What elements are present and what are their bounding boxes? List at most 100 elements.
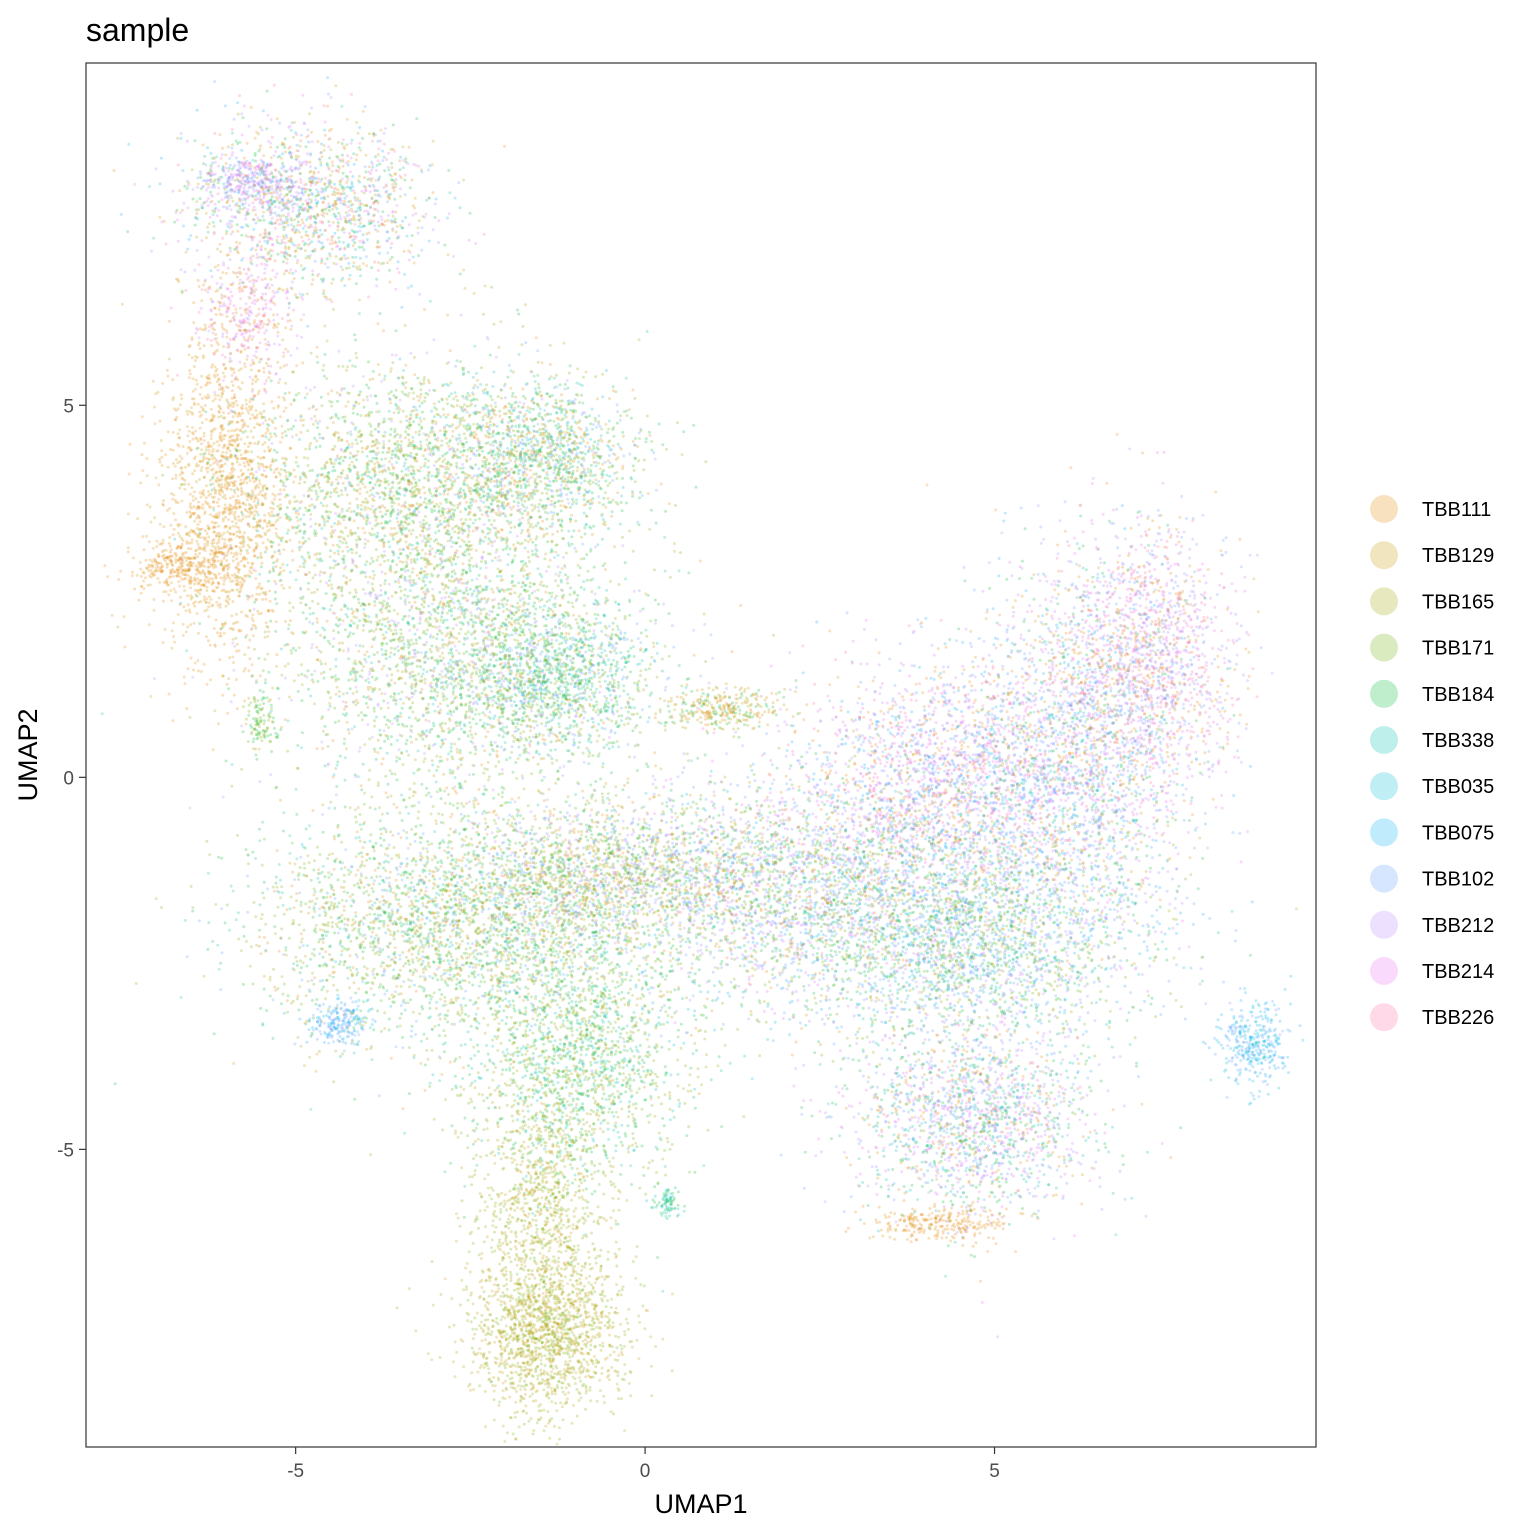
point-TBB129	[379, 129, 382, 132]
point-TBB184	[192, 198, 195, 201]
point-TBB226	[354, 223, 357, 226]
point-TBB165	[290, 175, 293, 178]
point-TBB102	[328, 182, 331, 185]
point-TBB184	[343, 192, 346, 195]
point-TBB102	[320, 151, 323, 154]
point-TBB111	[302, 221, 305, 224]
point-TBB102	[386, 251, 389, 254]
point-TBB111	[300, 236, 303, 239]
point-TBB111	[301, 218, 304, 221]
point-TBB075	[348, 186, 351, 189]
point-TBB102	[381, 159, 384, 162]
point-TBB102	[183, 271, 186, 274]
point-TBB184	[257, 150, 260, 153]
point-TBB129	[313, 172, 316, 175]
point-TBB226	[297, 214, 300, 217]
point-TBB226	[198, 263, 201, 266]
point-TBB214	[437, 219, 440, 222]
point-TBB165	[337, 141, 340, 144]
point-TBB129	[284, 247, 287, 250]
point-TBB184	[217, 200, 220, 203]
point-TBB165	[282, 289, 285, 292]
point-TBB184	[401, 227, 404, 230]
point-TBB111	[330, 239, 333, 242]
point-TBB214	[271, 217, 274, 220]
point-TBB075	[333, 183, 336, 186]
point-TBB214	[408, 223, 411, 226]
point-TBB165	[272, 175, 275, 178]
point-TBB212	[256, 253, 259, 256]
point-TBB338	[278, 154, 281, 157]
point-TBB111	[348, 278, 351, 281]
point-TBB214	[289, 268, 292, 271]
point-TBB102	[364, 105, 367, 108]
point-TBB075	[181, 169, 184, 172]
point-TBB111	[384, 220, 387, 223]
point-TBB226	[306, 188, 309, 191]
point-TBB165	[310, 199, 313, 202]
point-TBB214	[377, 159, 380, 162]
point-TBB212	[294, 270, 297, 273]
point-TBB226	[300, 181, 303, 184]
point-TBB111	[331, 242, 334, 245]
point-TBB165	[235, 311, 238, 314]
point-TBB226	[404, 174, 407, 177]
point-TBB129	[205, 236, 208, 239]
point-TBB212	[373, 224, 376, 227]
point-TBB226	[165, 242, 168, 245]
point-TBB102	[427, 168, 430, 171]
point-TBB184	[301, 203, 304, 206]
point-TBB075	[286, 218, 289, 221]
point-TBB111	[224, 153, 227, 156]
point-TBB214	[307, 238, 310, 241]
point-TBB184	[351, 256, 354, 259]
point-TBB184	[383, 169, 386, 172]
point-TBB338	[302, 293, 305, 296]
point-TBB129	[257, 219, 260, 222]
point-TBB184	[293, 225, 296, 228]
point-TBB212	[327, 145, 330, 148]
point-TBB226	[377, 269, 380, 272]
point-TBB102	[340, 265, 343, 268]
point-TBB212	[270, 118, 273, 121]
scatter-points	[101, 76, 1305, 1445]
point-TBB111	[296, 224, 299, 227]
point-TBB214	[391, 211, 394, 214]
point-TBB075	[320, 143, 323, 146]
point-TBB111	[355, 153, 358, 156]
point-TBB212	[377, 210, 380, 213]
point-TBB184	[238, 205, 241, 208]
point-TBB212	[396, 204, 399, 207]
point-TBB165	[335, 241, 338, 244]
point-TBB111	[329, 255, 332, 258]
point-TBB165	[392, 215, 395, 218]
point-TBB212	[210, 193, 213, 196]
point-TBB338	[152, 237, 155, 240]
point-TBB184	[270, 222, 273, 225]
point-TBB184	[194, 224, 197, 227]
point-TBB111	[393, 189, 396, 192]
point-TBB226	[213, 132, 216, 135]
point-TBB075	[428, 164, 431, 167]
point-TBB226	[238, 94, 241, 97]
point-TBB338	[359, 274, 362, 277]
point-TBB338	[206, 146, 209, 149]
point-TBB102	[290, 223, 293, 226]
point-TBB184	[211, 157, 214, 160]
point-TBB111	[263, 232, 266, 235]
point-TBB129	[225, 232, 228, 235]
point-TBB129	[312, 278, 315, 281]
point-TBB165	[227, 145, 230, 148]
point-TBB212	[399, 187, 402, 190]
point-TBB184	[305, 145, 308, 148]
point-TBB212	[186, 140, 189, 143]
point-TBB165	[309, 170, 312, 173]
point-TBB075	[321, 242, 324, 245]
point-TBB338	[321, 233, 324, 236]
point-TBB165	[319, 161, 322, 164]
point-TBB212	[437, 241, 440, 244]
point-TBB226	[271, 136, 274, 139]
point-TBB212	[196, 186, 199, 189]
point-TBB226	[319, 220, 322, 223]
point-TBB102	[234, 215, 237, 218]
